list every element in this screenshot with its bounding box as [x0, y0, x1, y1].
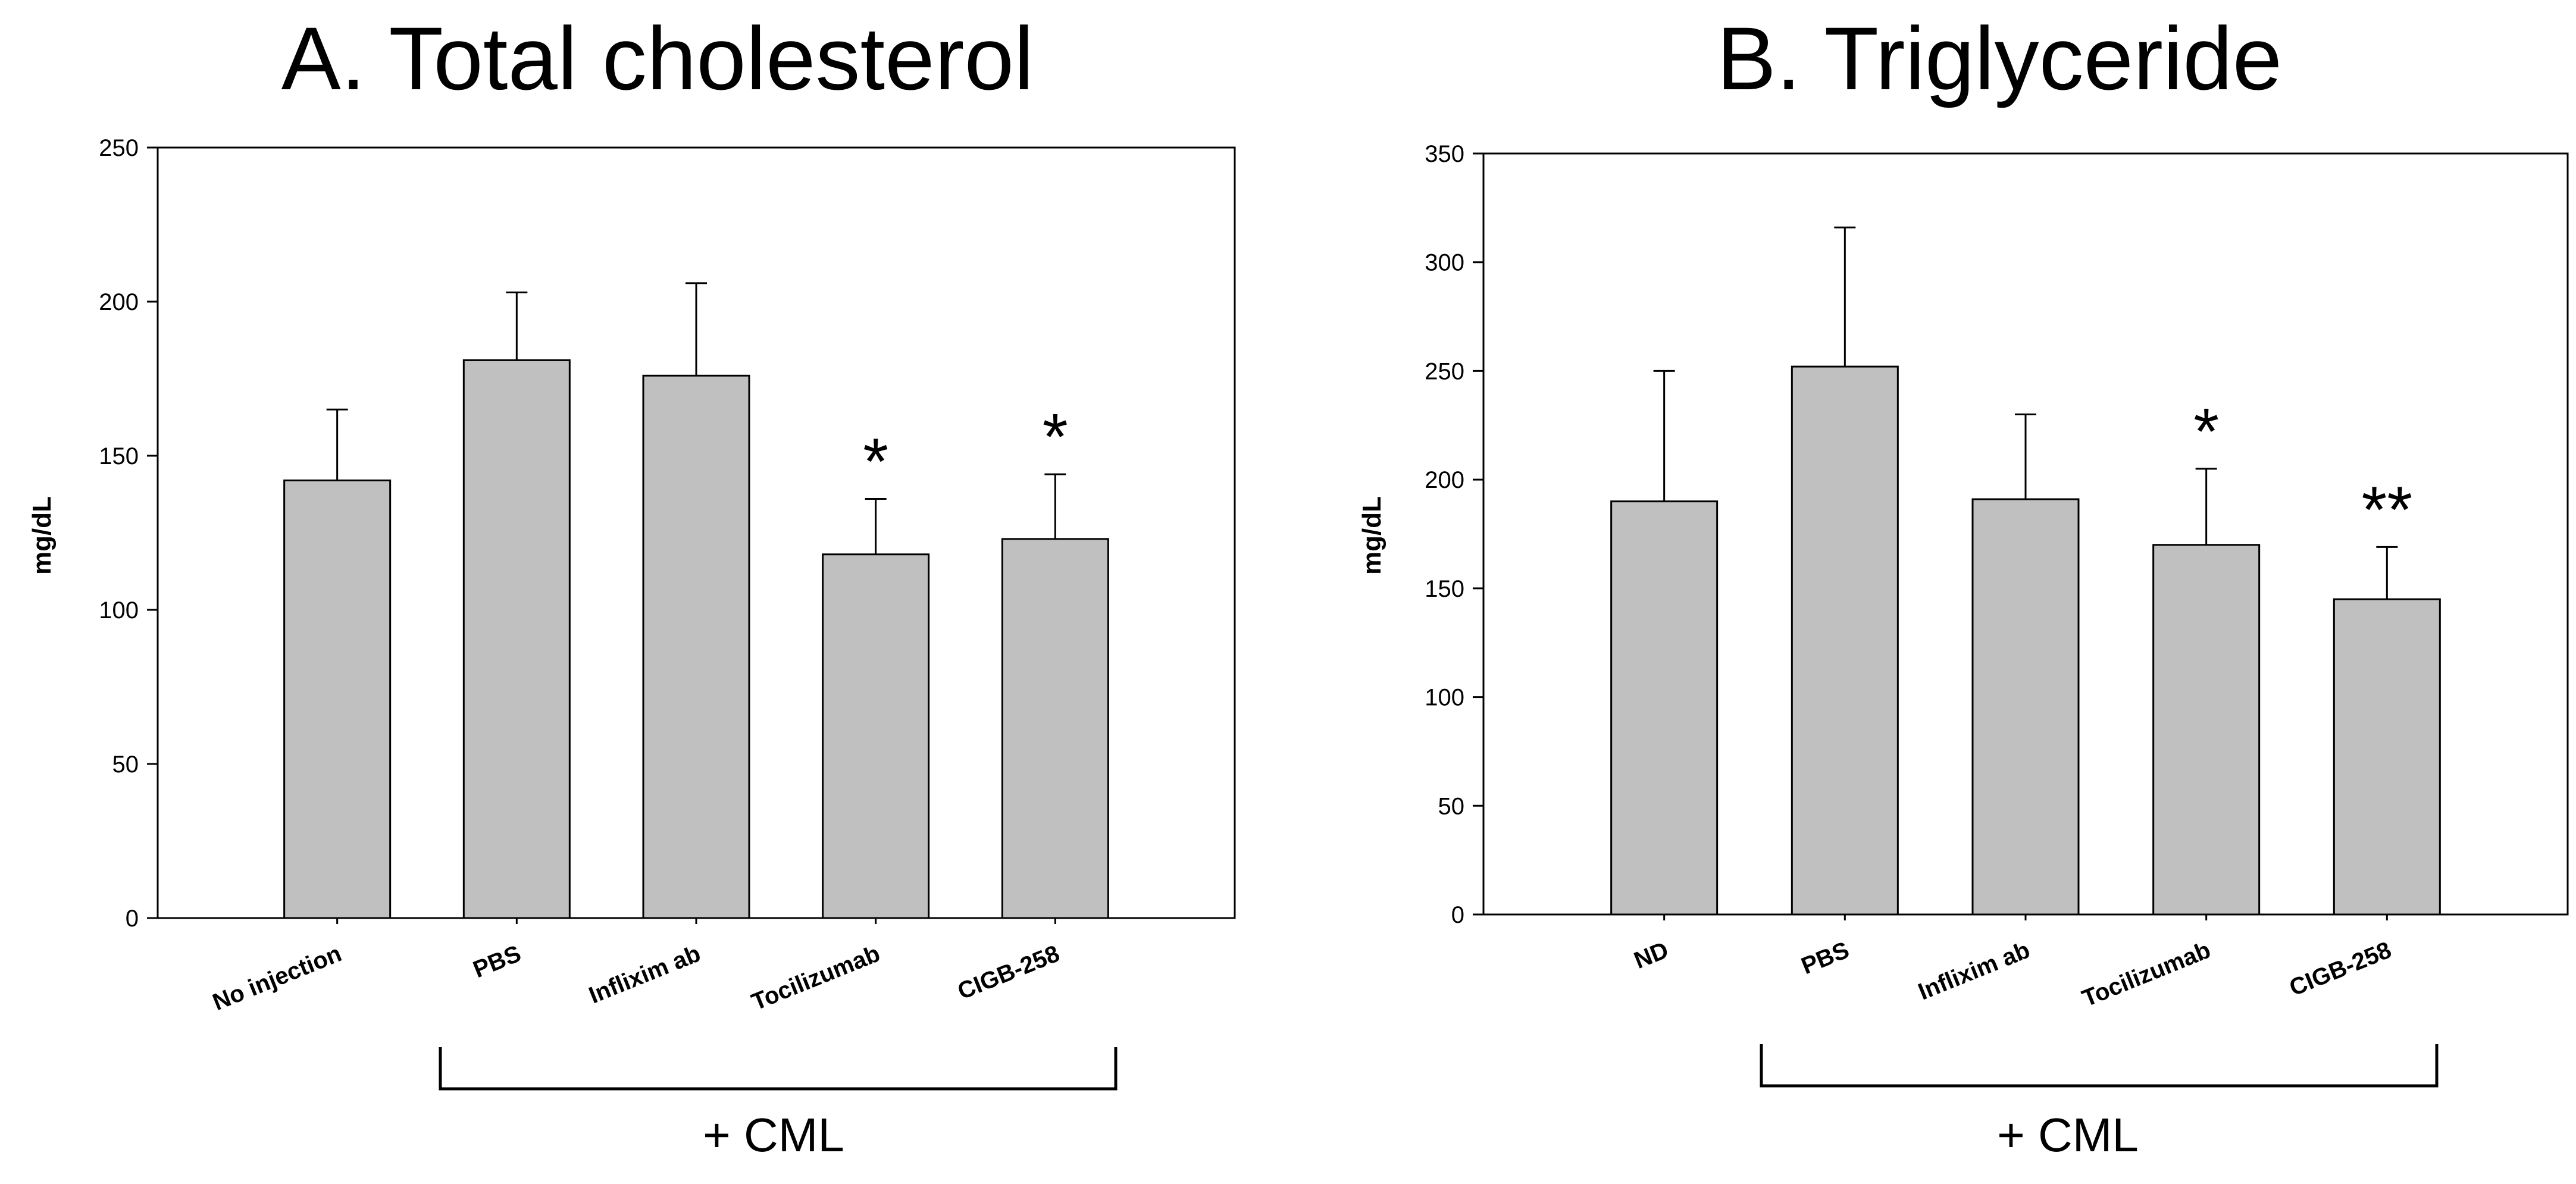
chart-a-bar	[1001, 538, 1109, 919]
chart-b-bar	[1791, 365, 1899, 916]
chart-b-ytick-label: 300	[1425, 250, 1464, 276]
chart-b-group-label: + CML	[1997, 1108, 2139, 1161]
chart-b-ytick-label: 250	[1425, 358, 1464, 384]
chart-a-bar	[462, 359, 571, 919]
chart-a-bar	[642, 374, 750, 919]
chart-b-ytick-label: 0	[1451, 902, 1464, 928]
chart-b-ytick-label: 150	[1425, 576, 1464, 602]
chart-b-category-label: ND	[1630, 937, 1672, 974]
chart-b-bar	[2333, 598, 2441, 916]
chart-a-category-label: No injection	[209, 941, 345, 1016]
chart-a-total-cholesterol: A. Total cholesterol mg/dL + CML 0 50 100 1…	[27, 8, 1236, 1161]
chart-b-ytick-label: 350	[1425, 141, 1464, 167]
chart-b-group-bracket	[1760, 1044, 2439, 1088]
chart-a-category-label: Inflixim ab	[585, 941, 704, 1009]
chart-a-group-label: + CML	[703, 1108, 844, 1161]
chart-a-category-label: PBS	[469, 941, 525, 983]
chart-b-ylabel: mg/dL	[1357, 496, 1386, 575]
chart-b-category-label: CIGB-258	[2286, 937, 2395, 1001]
chart-a-category-label: Tocilizumab	[748, 941, 884, 1016]
chart-b-bar	[2152, 544, 2261, 916]
chart-a-ylabel: mg/dL	[27, 496, 57, 575]
chart-b-ytick-label: 200	[1425, 467, 1464, 493]
chart-a-ytick-label: 200	[99, 289, 139, 315]
chart-a-bar	[822, 553, 930, 919]
chart-a-significance-mark: *	[863, 425, 888, 499]
chart-b-triglyceride: B. Triglyceride mg/dL + CML 0 50 100 150 200…	[1357, 8, 2569, 1161]
chart-b-bar	[1610, 500, 1719, 916]
chart-b-bar	[1971, 498, 2080, 916]
chart-b-category-label: Tocilizumab	[2079, 937, 2214, 1012]
chart-b-ytick-label: 50	[1438, 793, 1465, 819]
chart-b-significance-mark: **	[2362, 473, 2413, 546]
chart-a-group-bracket	[439, 1047, 1118, 1091]
chart-b-category-label: Inflixim ab	[1914, 937, 2033, 1006]
chart-b-ytick-label: 100	[1425, 685, 1464, 711]
chart-b-title: B. Triglyceride	[1717, 8, 2282, 108]
chart-a-ytick-label: 150	[99, 443, 139, 469]
chart-a-ytick-label: 250	[99, 135, 139, 161]
chart-a-significance-mark: *	[1043, 400, 1068, 474]
chart-b-category-label: PBS	[1798, 937, 1853, 980]
chart-a-bar	[283, 479, 392, 919]
chart-a-title: A. Total cholesterol	[281, 8, 1034, 108]
chart-a-ytick-label: 0	[126, 906, 139, 932]
chart-b-significance-mark: *	[2193, 395, 2219, 468]
chart-a-category-label: CIGB-258	[954, 941, 1063, 1005]
chart-a-ytick-label: 50	[112, 751, 139, 778]
chart-a-ytick-label: 100	[99, 597, 139, 624]
